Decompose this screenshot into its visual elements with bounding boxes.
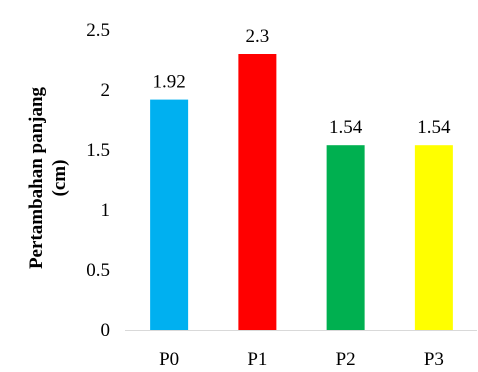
category-label-p2: P2 (336, 349, 356, 370)
y-tick-label: 0.5 (86, 260, 110, 281)
y-tick-label: 2.5 (86, 20, 110, 41)
data-label-p3: 1.54 (417, 117, 451, 138)
bar-p1 (238, 54, 277, 330)
x-axis-category-labels: P0 P1 P2 P3 (159, 349, 444, 370)
bar-p2 (326, 145, 365, 330)
category-label-p3: P3 (424, 349, 444, 370)
y-axis-tick-labels: 0 0.5 1 1.5 2 2.5 (86, 20, 110, 341)
data-label-p0: 1.92 (153, 72, 186, 93)
y-tick-label: 1.5 (86, 140, 110, 161)
y-tick-label: 1 (101, 200, 111, 221)
data-label-p1: 2.3 (246, 26, 270, 47)
category-label-p1: P1 (247, 349, 267, 370)
bar-p0 (150, 99, 189, 330)
y-tick-label: 2 (101, 80, 111, 101)
data-labels: 1.92 2.3 1.54 1.54 (153, 26, 452, 138)
y-axis-title-line-1: Pertambahan panjang (26, 86, 47, 269)
y-axis-title-line-2: (cm) (49, 160, 70, 197)
y-tick-label: 0 (101, 320, 111, 341)
bars (150, 54, 453, 330)
y-axis-title: Pertambahan panjang (cm) (26, 86, 70, 269)
bar-p3 (414, 145, 453, 330)
category-label-p0: P0 (159, 349, 179, 370)
data-label-p2: 1.54 (329, 117, 363, 138)
